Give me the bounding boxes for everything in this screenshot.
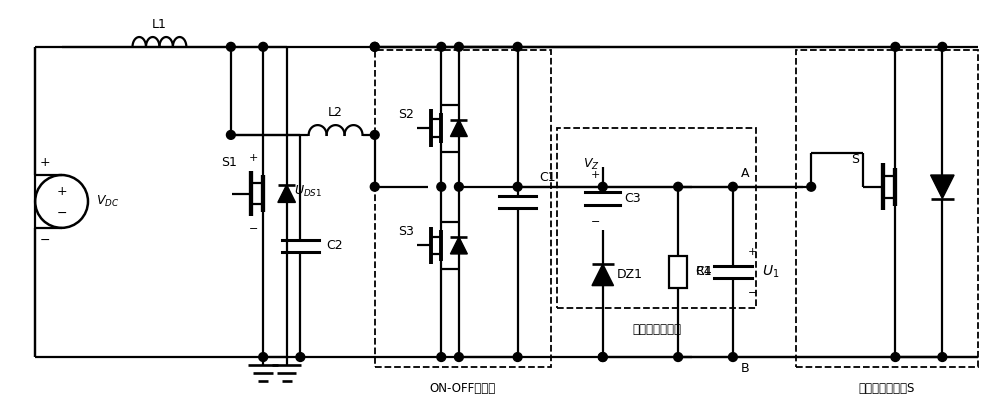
Circle shape (370, 42, 379, 51)
Circle shape (513, 42, 522, 51)
Circle shape (674, 353, 683, 362)
Circle shape (296, 353, 305, 362)
Text: S1: S1 (221, 156, 237, 169)
Text: L1: L1 (152, 18, 167, 31)
Circle shape (259, 353, 268, 362)
Circle shape (226, 130, 235, 139)
Circle shape (674, 182, 683, 191)
Text: C4: C4 (695, 266, 711, 278)
Text: C2: C2 (326, 240, 342, 252)
Text: +: + (591, 170, 601, 180)
Text: +: + (748, 247, 757, 257)
Polygon shape (450, 237, 467, 254)
Circle shape (370, 42, 379, 51)
Text: R1: R1 (696, 266, 712, 278)
Text: S: S (851, 153, 859, 166)
Text: −: − (56, 207, 67, 220)
Text: −: − (249, 224, 258, 234)
Circle shape (370, 182, 379, 191)
Polygon shape (278, 185, 295, 202)
Circle shape (226, 42, 235, 51)
Circle shape (938, 353, 947, 362)
Circle shape (807, 182, 816, 191)
Circle shape (598, 353, 607, 362)
Text: +: + (40, 156, 50, 169)
Text: 负压关断子电路: 负压关断子电路 (632, 323, 681, 336)
Circle shape (729, 182, 737, 191)
Bar (669, 256, 687, 288)
Bar (796, 50, 978, 367)
Text: L2: L2 (328, 106, 343, 119)
Text: $V_Z$: $V_Z$ (583, 157, 599, 172)
Circle shape (513, 182, 522, 191)
Circle shape (437, 182, 446, 191)
Text: ON-OFF子电路: ON-OFF子电路 (430, 382, 496, 394)
Text: A: A (741, 167, 749, 180)
Circle shape (513, 353, 522, 362)
Text: B: B (741, 362, 749, 375)
Circle shape (437, 353, 446, 362)
Circle shape (938, 42, 947, 51)
Polygon shape (450, 120, 467, 136)
Polygon shape (592, 264, 614, 286)
Circle shape (437, 42, 446, 51)
Circle shape (598, 353, 607, 362)
Bar (375, 50, 551, 367)
Circle shape (370, 130, 379, 139)
Polygon shape (931, 175, 954, 198)
Circle shape (891, 42, 900, 51)
Text: $V_{DC}$: $V_{DC}$ (96, 194, 119, 209)
Text: +: + (56, 185, 67, 198)
Circle shape (598, 182, 607, 191)
Circle shape (729, 353, 737, 362)
Text: DZ1: DZ1 (616, 268, 642, 281)
Circle shape (454, 182, 463, 191)
Text: −: − (748, 288, 757, 298)
Circle shape (454, 353, 463, 362)
Text: 被驱动主开关管S: 被驱动主开关管S (858, 382, 915, 394)
Text: C3: C3 (624, 192, 641, 205)
Bar (557, 128, 756, 308)
Text: −: − (40, 234, 50, 247)
Text: $U_{DS1}$: $U_{DS1}$ (294, 184, 323, 199)
Text: S3: S3 (398, 225, 414, 238)
Text: $U_1$: $U_1$ (762, 264, 780, 280)
Text: −: − (591, 217, 601, 227)
Text: S2: S2 (398, 108, 414, 121)
Circle shape (891, 353, 900, 362)
Circle shape (454, 42, 463, 51)
Circle shape (259, 42, 268, 51)
Text: C1: C1 (539, 171, 556, 184)
Text: +: + (249, 153, 258, 163)
